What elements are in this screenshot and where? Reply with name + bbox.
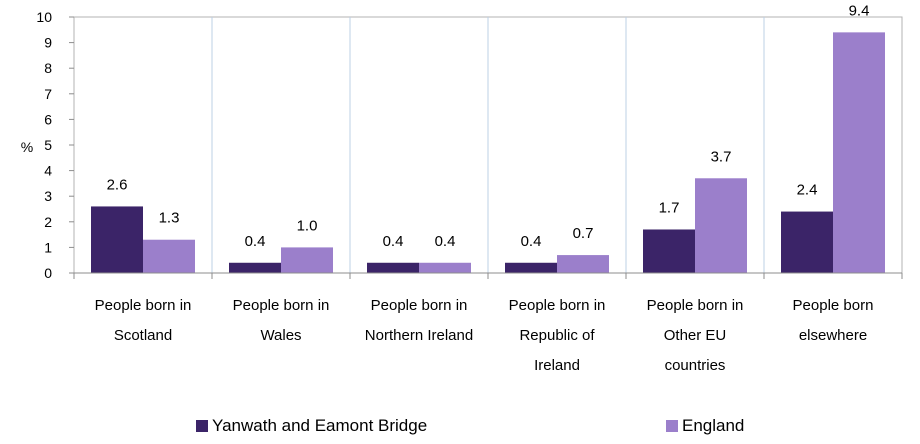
data-label: 9.4 (849, 2, 870, 19)
y-tick-label: 9 (44, 35, 52, 51)
legend-swatch-yanwath (196, 420, 208, 432)
bar-yanwath (505, 262, 557, 273)
bar-england (695, 178, 747, 273)
legend-item-yanwath: Yanwath and Eamont Bridge (196, 416, 427, 436)
legend-item-england: England (666, 416, 744, 436)
data-label: 2.6 (107, 176, 128, 193)
x-category-label: People born in (371, 297, 468, 314)
x-category-label: People born (793, 297, 874, 314)
x-category-label: Northern Ireland (365, 327, 473, 344)
bar-england (557, 255, 609, 273)
data-label: 0.7 (573, 225, 594, 242)
data-label: 0.4 (383, 233, 404, 250)
y-axis-label: % (21, 139, 33, 155)
data-label: 0.4 (435, 233, 456, 250)
bar-yanwath (367, 262, 419, 273)
x-category-label: Ireland (534, 357, 580, 374)
x-category-label: People born in (233, 297, 330, 314)
bar-yanwath (781, 211, 833, 273)
x-category-label: Republic of (519, 327, 595, 344)
data-label: 0.4 (245, 233, 266, 250)
x-category-label: Scotland (114, 327, 172, 344)
x-category-label: People born in (509, 297, 606, 314)
y-tick-label: 4 (44, 163, 52, 179)
bar-yanwath (91, 206, 143, 273)
bar-england (143, 239, 195, 273)
x-category-label: Wales (260, 327, 301, 344)
legend-label-yanwath: Yanwath and Eamont Bridge (212, 416, 428, 435)
x-category-label: People born in (647, 297, 744, 314)
y-tick-label: 10 (36, 9, 52, 25)
legend-label-england: England (682, 416, 745, 435)
bar-england (281, 247, 333, 273)
data-label: 3.7 (711, 148, 732, 165)
y-tick-label: 8 (44, 60, 52, 76)
data-label: 1.7 (659, 199, 680, 216)
bar-england (419, 262, 471, 273)
y-tick-label: 2 (44, 214, 52, 230)
y-tick-label: 7 (44, 86, 52, 102)
y-tick-label: 0 (44, 265, 52, 281)
legend-swatch-england (666, 420, 678, 432)
bar-yanwath (229, 262, 281, 273)
x-category-label: elsewhere (799, 327, 867, 344)
x-category-label: People born in (95, 297, 192, 314)
y-tick-label: 1 (44, 239, 52, 255)
data-label: 1.3 (159, 210, 180, 227)
y-tick-label: 6 (44, 111, 52, 127)
x-category-label: countries (665, 357, 726, 374)
y-tick-label: 5 (44, 137, 52, 153)
x-category-label: Other EU (664, 327, 727, 344)
data-label: 0.4 (521, 233, 542, 250)
data-label: 2.4 (797, 182, 818, 199)
data-label: 1.0 (297, 217, 318, 234)
bar-yanwath (643, 229, 695, 273)
y-tick-label: 3 (44, 188, 52, 204)
bar-england (833, 32, 885, 273)
